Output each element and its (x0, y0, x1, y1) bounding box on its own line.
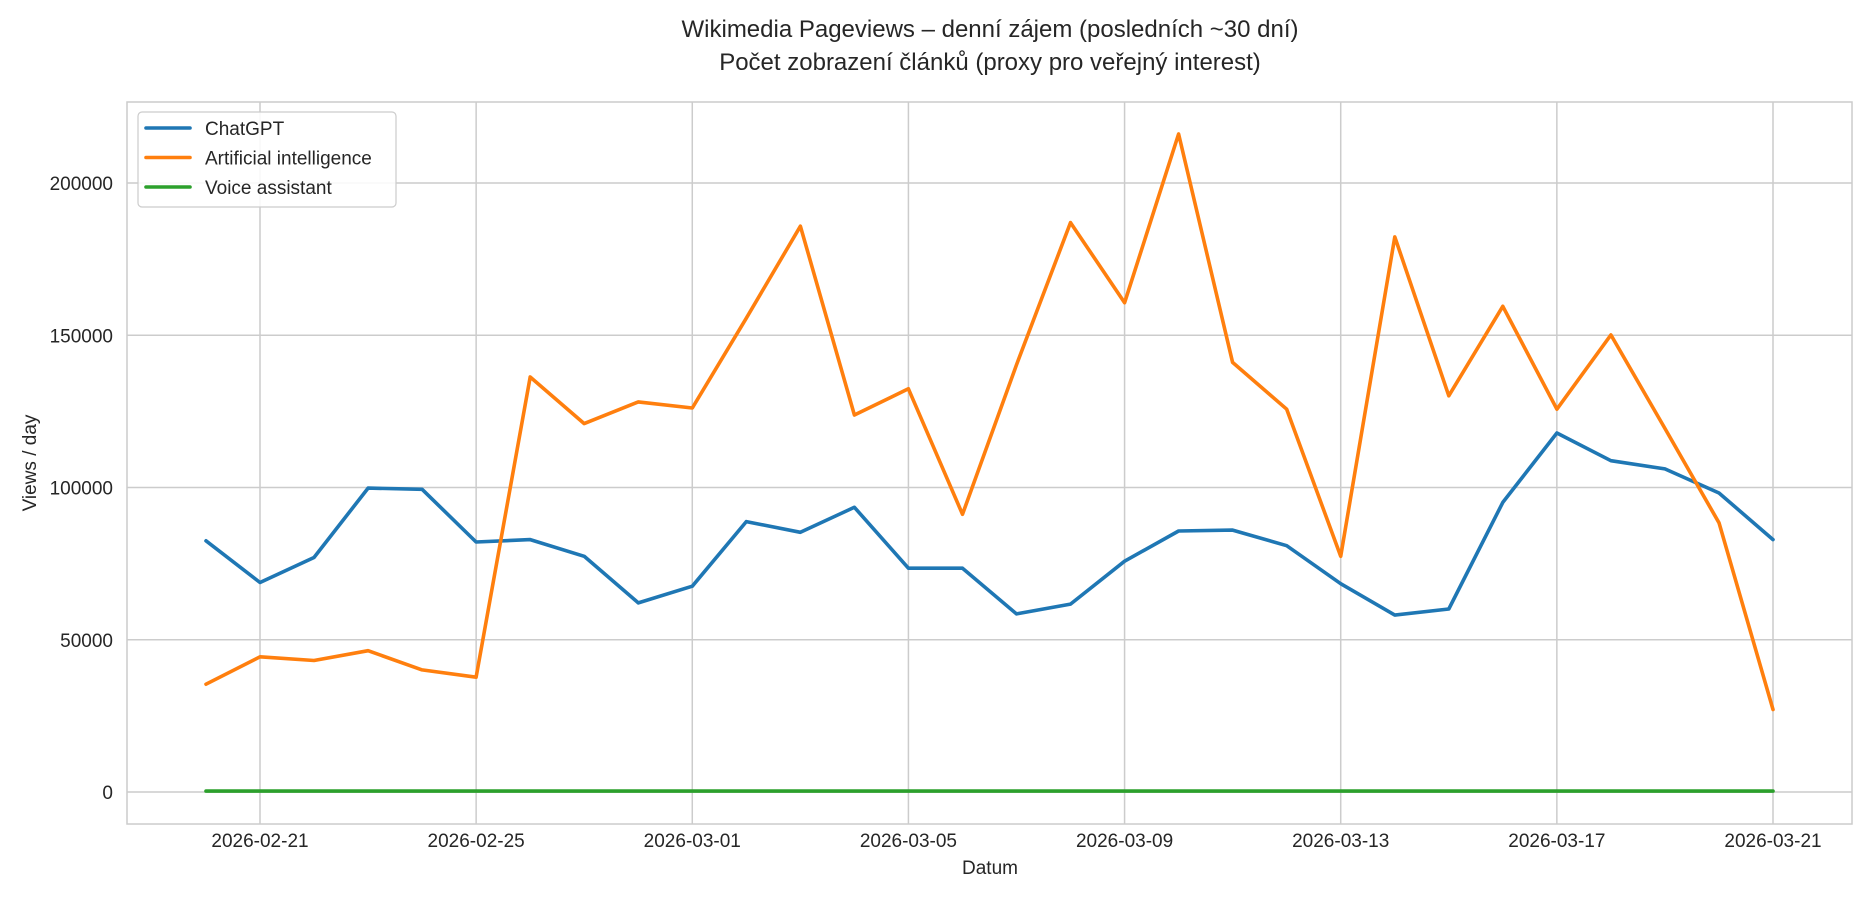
y-tick-label: 50000 (60, 631, 113, 652)
series-line-artificial-intelligence (204, 132, 1775, 712)
x-tick-label: 2026-03-05 (860, 831, 957, 852)
series-line-chatgpt (204, 431, 1775, 617)
legend-label: Artificial intelligence (205, 149, 372, 170)
y-axis-label: Views / day (20, 414, 41, 511)
legend: ChatGPT Artificial intelligence Voice assi… (137, 111, 397, 208)
legend-box (137, 111, 397, 208)
y-tick-label: 150000 (50, 326, 113, 347)
chart-subtitle: Počet zobrazení článků (proxy pro veřejn… (719, 49, 1261, 76)
series-lines (204, 132, 1775, 793)
legend-label: ChatGPT (205, 119, 285, 140)
x-tick-label: 2026-03-13 (1292, 831, 1389, 852)
x-tick-label: 2026-03-21 (1724, 831, 1821, 852)
axes-frame (126, 101, 1853, 825)
x-tick-label: 2026-03-01 (644, 831, 741, 852)
x-tick-label: 2026-03-17 (1508, 831, 1605, 852)
chart-title: Wikimedia Pageviews – denní zájem (posle… (681, 16, 1299, 43)
y-tick-label: 200000 (50, 174, 113, 195)
x-axis-ticks: 2026-02-21 2026-02-25 2026-03-01 2026-03-05… (211, 831, 1821, 852)
x-tick-label: 2026-02-21 (211, 831, 308, 852)
legend-label: Voice assistant (205, 178, 332, 199)
x-tick-label: 2026-02-25 (428, 831, 525, 852)
x-tick-label: 2026-03-09 (1076, 831, 1173, 852)
grid-lines (127, 102, 1852, 824)
y-tick-label: 100000 (50, 479, 113, 500)
y-axis-ticks: 0 50000 100000 150000 200000 (50, 174, 113, 804)
x-axis-label: Datum (962, 858, 1018, 879)
y-tick-label: 0 (102, 783, 113, 804)
